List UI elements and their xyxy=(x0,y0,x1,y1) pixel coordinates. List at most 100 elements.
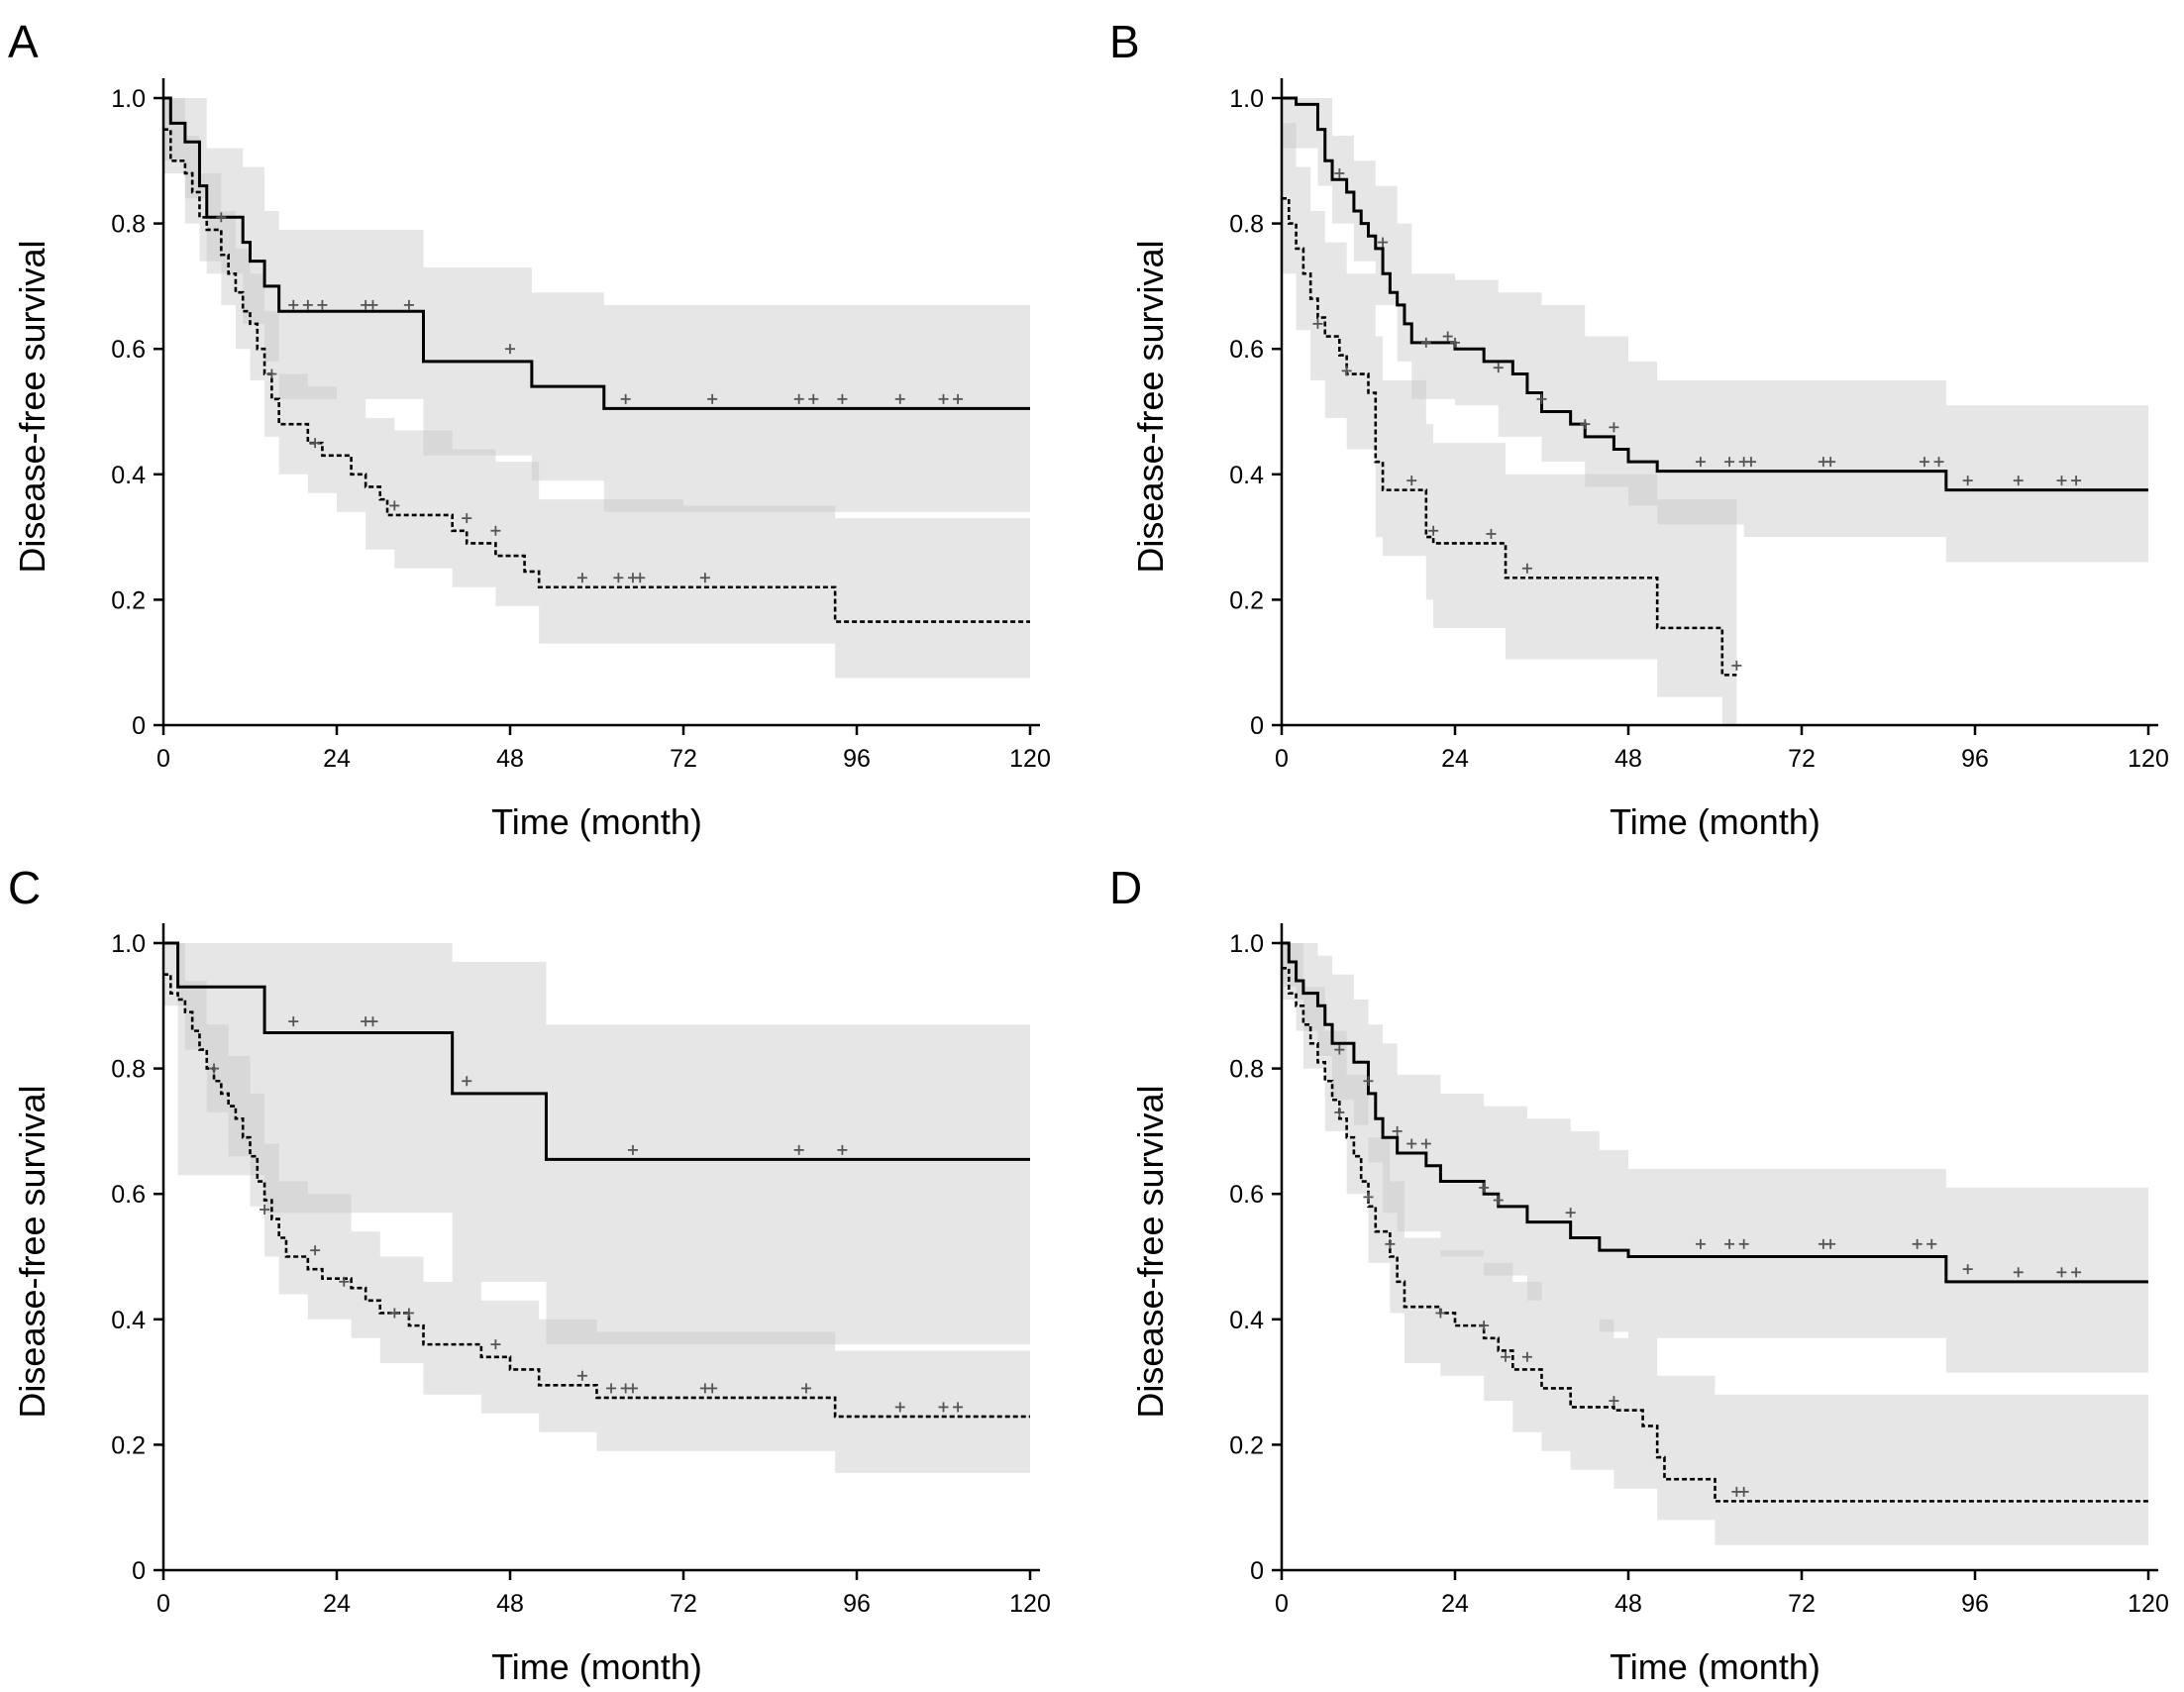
censor-mark xyxy=(1521,1351,1532,1362)
censor-mark xyxy=(1420,1138,1431,1149)
y-tick-label: 0.8 xyxy=(1229,1056,1264,1084)
panel-C: C 0 24 48 72 96 120 0 0.2 0.4 0.6 0.8 1.0 Time (month… xyxy=(8,862,1051,1687)
censor-mark xyxy=(1933,457,1944,468)
censor-mark xyxy=(1738,1486,1749,1497)
y-axis-title: Disease-free survival xyxy=(1130,1085,1171,1418)
km-curve-series-1 xyxy=(163,941,1030,1161)
censor-mark xyxy=(317,299,328,310)
y-tick-label: 1.0 xyxy=(111,930,146,958)
y-tick-label: 0.2 xyxy=(1229,1431,1264,1459)
censor-mark xyxy=(1334,167,1345,178)
censor-mark xyxy=(627,1144,638,1155)
x-tick-label: 120 xyxy=(2128,745,2169,773)
panel-letter: D xyxy=(1109,862,1142,913)
censor-mark xyxy=(260,1205,270,1216)
censor-mark xyxy=(800,1383,811,1394)
ci-band-series-1 xyxy=(1282,943,2148,1373)
y-tick-label: 0.8 xyxy=(111,1056,146,1084)
censor-mark xyxy=(310,438,321,449)
y-tick-label: 0.4 xyxy=(111,1307,146,1334)
ci-band-series-1 xyxy=(163,943,1030,1345)
censor-mark xyxy=(1420,337,1431,348)
x-tick-label: 48 xyxy=(1614,1590,1642,1618)
x-tick-label: 72 xyxy=(670,745,697,773)
censor-mark xyxy=(288,1016,299,1027)
ci-band-series-2 xyxy=(163,98,1030,679)
x-tick-label: 120 xyxy=(1009,1590,1051,1618)
censor-mark xyxy=(1450,337,1460,348)
censor-mark xyxy=(576,1370,587,1381)
censor-mark xyxy=(1406,1138,1417,1149)
censor-mark xyxy=(505,344,515,355)
censor-mark xyxy=(2013,1267,2024,1278)
x-tick-label: 72 xyxy=(1788,745,1816,773)
censor-mark xyxy=(2013,476,2024,486)
censor-mark xyxy=(1825,457,1836,468)
panel-D: D 0 24 48 72 96 120 0 0.2 0.4 0.6 0.8 1.0 Time (month… xyxy=(1109,862,2169,1687)
panel-letter: B xyxy=(1109,16,1140,67)
censor-mark xyxy=(403,299,414,310)
y-tick-label: 1.0 xyxy=(1229,85,1264,113)
censor-mark xyxy=(1428,525,1439,536)
censor-mark xyxy=(1731,660,1742,671)
x-tick-label: 24 xyxy=(323,745,351,773)
censor-mark xyxy=(1919,457,1929,468)
x-axis-title: Time (month) xyxy=(1610,1646,1820,1687)
censor-mark xyxy=(1486,528,1497,539)
censor-mark xyxy=(1926,1238,1937,1249)
censor-mark xyxy=(1312,318,1323,329)
censor-mark xyxy=(953,1402,964,1413)
censor-mark xyxy=(1609,422,1619,433)
censor-mark xyxy=(462,1076,472,1087)
censor-mark xyxy=(1695,1238,1706,1249)
censor-mark xyxy=(2071,1267,2082,1278)
x-tick-label: 0 xyxy=(1275,745,1289,773)
y-tick-label: 1.0 xyxy=(111,85,146,113)
y-tick-label: 0.6 xyxy=(111,336,146,364)
censor-mark xyxy=(1745,457,1756,468)
censor-mark xyxy=(938,393,949,404)
censor-mark xyxy=(1580,419,1591,430)
censor-mark xyxy=(1609,1396,1619,1407)
censor-mark xyxy=(613,573,624,583)
y-axis-title: Disease-free survival xyxy=(12,240,52,573)
censor-mark xyxy=(288,299,299,310)
censor-mark xyxy=(302,299,313,310)
censor-mark xyxy=(1406,476,1417,486)
censor-mark xyxy=(1435,1308,1446,1319)
panel-A: A 0 24 48 72 96 120 0 0.2 0.4 0.6 0.8 1.0 Time (month… xyxy=(8,16,1051,842)
x-tick-label: 0 xyxy=(1275,1590,1289,1618)
censor-mark xyxy=(793,1144,804,1155)
censor-mark xyxy=(1912,1238,1923,1249)
censor-mark xyxy=(339,1276,350,1287)
x-tick-label: 0 xyxy=(156,1590,170,1618)
ci-band-series-1 xyxy=(1282,98,2148,563)
censor-mark xyxy=(1334,1107,1345,1117)
censor-mark xyxy=(2071,476,2082,486)
x-tick-label: 96 xyxy=(843,1590,871,1618)
censor-mark xyxy=(606,1383,617,1394)
censor-mark xyxy=(894,1402,905,1413)
ci-band-series-2 xyxy=(1282,123,1737,725)
ci-band-series-2 xyxy=(163,943,1030,1473)
censor-mark xyxy=(1825,1238,1836,1249)
censor-mark xyxy=(389,500,400,511)
x-axis-title: Time (month) xyxy=(491,1646,702,1687)
y-tick-label: 0.4 xyxy=(1229,462,1264,489)
censor-mark xyxy=(808,393,819,404)
censor-mark xyxy=(793,393,804,404)
censor-mark xyxy=(1493,363,1504,373)
censor-mark xyxy=(699,573,710,583)
censor-mark xyxy=(1962,1264,1973,1275)
x-tick-label: 48 xyxy=(496,1590,524,1618)
censor-mark xyxy=(576,573,587,583)
km-curve-series-2 xyxy=(163,128,1030,623)
censor-mark xyxy=(1536,393,1547,404)
y-tick-label: 0.4 xyxy=(1229,1307,1264,1334)
censor-mark xyxy=(1378,237,1389,248)
censor-mark xyxy=(1341,366,1352,376)
censor-mark xyxy=(1565,1208,1576,1218)
censor-mark xyxy=(216,212,227,223)
censor-mark xyxy=(837,1144,848,1155)
x-tick-label: 24 xyxy=(1441,1590,1469,1618)
